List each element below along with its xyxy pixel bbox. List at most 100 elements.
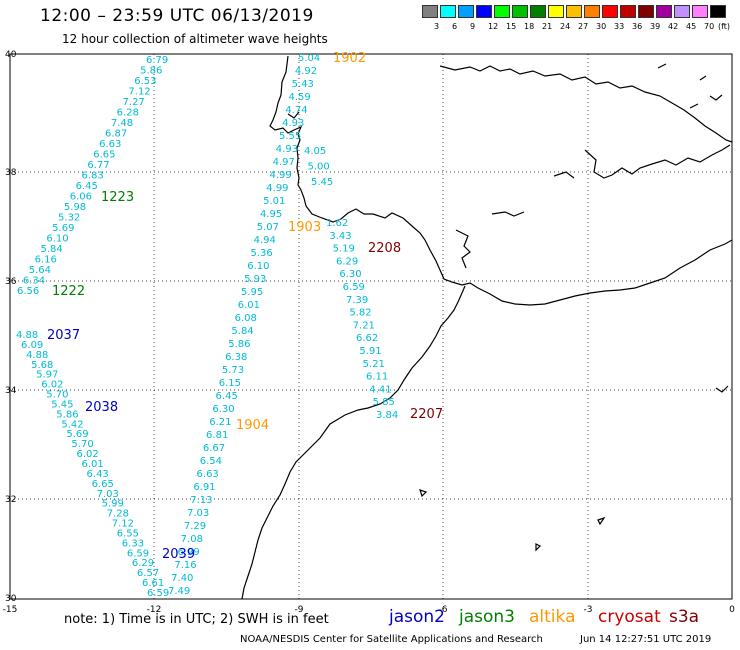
legend-swatch: [494, 5, 510, 18]
swh-value: 6.61: [142, 578, 164, 589]
track-time-label: 1904: [236, 418, 269, 433]
swh-value: 5.85: [373, 397, 395, 408]
legend-swatch: [530, 5, 546, 18]
swh-value: 6.02: [76, 449, 98, 460]
swh-value: 5.32: [58, 213, 80, 224]
swh-value: 4.05: [304, 146, 326, 157]
track-time-label: 2038: [85, 400, 118, 415]
swh-value: 4.59: [288, 92, 310, 103]
swh-value: 6.77: [87, 160, 109, 171]
swh-value: 6.10: [46, 234, 68, 245]
longitude-tick-label: 0: [729, 605, 735, 615]
swh-value: 5.70: [46, 390, 68, 401]
swh-value: 6.01: [238, 300, 260, 311]
swh-value: 3.43: [329, 231, 351, 242]
swh-value: 6.30: [339, 269, 361, 280]
swh-value: 5.00: [308, 162, 330, 173]
swh-value: 6.79: [146, 55, 168, 66]
legend-label: 42: [668, 22, 679, 31]
swh-value: 7.48: [111, 118, 133, 129]
map-title: 12:00 – 23:59 UTC 06/13/2019: [40, 6, 314, 26]
swh-value: 6.11: [366, 372, 388, 383]
swh-value: 7.03: [187, 508, 209, 519]
swh-value: 7.16: [174, 560, 196, 571]
swh-value: 5.98: [64, 202, 86, 213]
swh-value: 6.29: [132, 558, 154, 569]
track-time-label: 1223: [101, 190, 134, 205]
swh-value: 6.43: [87, 469, 109, 480]
swh-value: 4.97: [273, 157, 295, 168]
swh-value: 4.99: [269, 170, 291, 181]
swh-value: 6.63: [197, 469, 219, 480]
generation-timestamp: Jun 14 12:27:51 UTC 2019: [580, 634, 712, 645]
swh-value: 6.87: [105, 129, 127, 140]
swh-value: 1.62: [326, 218, 348, 229]
legend-label: 3: [434, 22, 440, 31]
swh-value: 5.84: [231, 326, 253, 337]
track-label-layer: 1902 1223 1222 2037 2038 1903 2208 1904 2207 2039: [47, 51, 443, 562]
swh-value: 5.86: [140, 66, 162, 77]
track-time-label: 2208: [368, 241, 401, 256]
swh-value: 6.15: [219, 378, 241, 389]
swh-value: 5.69: [66, 429, 88, 440]
legend-label: 33: [614, 22, 625, 31]
latitude-tick-label: 36: [5, 277, 17, 287]
swh-value: 6.10: [247, 261, 269, 272]
legend-label: 6: [452, 22, 458, 31]
swh-value: 6.38: [225, 352, 247, 363]
swh-value: 5.70: [71, 439, 93, 450]
satellite-key-item: altika: [529, 607, 576, 627]
satellite-key-item: s3a: [669, 607, 700, 627]
latitude-tick-label: 40: [5, 50, 17, 60]
swh-value: 5.43: [292, 79, 314, 90]
swh-value: 7.49: [168, 586, 190, 597]
track-time-label: 2039: [162, 547, 195, 562]
swh-value: 6.30: [212, 404, 234, 415]
legend-swatch: [422, 5, 438, 18]
swh-value: 6.57: [137, 568, 159, 579]
longitude-tick-label: -12: [147, 605, 162, 615]
track-time-label: 2207: [410, 407, 443, 422]
swh-value: 7.39: [346, 295, 368, 306]
swh-value: 6.09: [21, 340, 43, 351]
legend-label: 18: [524, 22, 535, 31]
swh-value: 6.02: [41, 380, 63, 391]
swh-value: 7.27: [123, 97, 145, 108]
swh-value: 4.99: [266, 183, 288, 194]
swh-value: 5.64: [29, 265, 51, 276]
legend-swatch: [548, 5, 564, 18]
swh-value: 5.97: [36, 370, 58, 381]
swh-value: 7.29: [184, 521, 206, 532]
legend-swatch: [620, 5, 636, 18]
latitude-tick-label: 32: [5, 495, 16, 505]
swh-value: 4.88: [16, 330, 38, 341]
legend-swatch: [710, 5, 726, 18]
legend-swatch: [512, 5, 528, 18]
swh-value: 6.29: [336, 256, 358, 267]
legend-swatch: [458, 5, 474, 18]
swh-value: 6.59: [127, 548, 149, 559]
legend-label: 39: [650, 22, 661, 31]
swh-value: 7.12: [128, 87, 150, 98]
legend-label: 30: [596, 22, 607, 31]
swh-value: 6.56: [17, 286, 39, 297]
swh-value: 6.01: [82, 459, 104, 470]
legend-swatch: [566, 5, 582, 18]
swh-value: 6.67: [203, 443, 225, 454]
swh-value: 5.93: [244, 274, 266, 285]
track-time-label: 1903: [288, 220, 321, 235]
swh-value: 4.94: [254, 235, 276, 246]
longitude-tick-label: -15: [3, 605, 18, 615]
satellite-key-item: cryosat: [598, 607, 661, 627]
swh-value: 5.91: [359, 346, 381, 357]
swh-value: 6.59: [147, 588, 169, 599]
legend-label: 9: [470, 22, 476, 31]
swh-value: 5.21: [363, 359, 385, 370]
graticule: [10, 54, 732, 599]
swh-value: 6.65: [93, 150, 115, 161]
credit-line: NOAA/NESDIS Center for Satellite Applica…: [240, 634, 543, 645]
legend-label: 12: [488, 22, 499, 31]
swh-value: 6.53: [134, 76, 156, 87]
swh-value: 6.33: [122, 538, 144, 549]
legend-swatch: [656, 5, 672, 18]
